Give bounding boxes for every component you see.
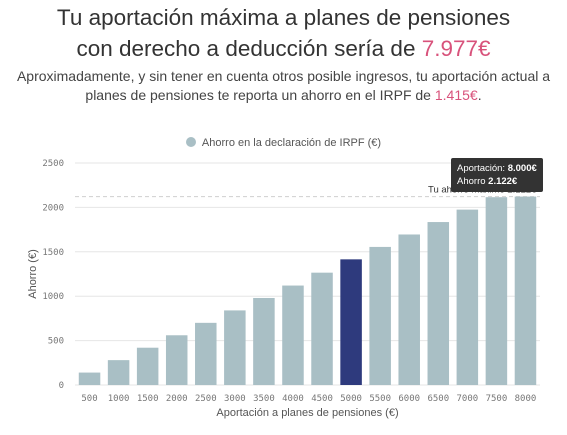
- x-tick-label: 4500: [311, 394, 333, 404]
- bar-6500: [427, 222, 450, 385]
- page-subtitle: Aproximadamente, y sin tener en cuenta o…: [10, 67, 557, 105]
- bar-8000: [514, 196, 537, 385]
- y-tick-label: 2000: [42, 203, 64, 213]
- x-tick-label: 7500: [486, 394, 508, 404]
- y-tick-label: 0: [59, 381, 64, 391]
- x-tick-label: 500: [81, 394, 97, 404]
- subtitle-line-1: Aproximadamente, y sin tener en cuenta o…: [16, 68, 551, 84]
- bar-5500: [369, 246, 391, 385]
- bar-1000: [107, 360, 130, 385]
- y-tick-label: 500: [48, 337, 64, 347]
- y-tick-label: 1500: [42, 248, 64, 258]
- x-tick-label: 4000: [282, 394, 304, 404]
- x-tick-label: 6000: [398, 394, 420, 404]
- y-axis-title: Ahorro (€): [27, 249, 39, 299]
- bar-7000: [456, 209, 479, 385]
- subtitle-line-2-text: planes de pensiones te reporta un ahorro…: [85, 87, 435, 103]
- bar-500: [78, 372, 101, 385]
- bar-1500: [136, 347, 159, 385]
- tooltip-line-1-value: 8.000€: [507, 163, 537, 174]
- x-axis-title: Aportación a planes de pensiones (€): [216, 407, 398, 419]
- page-title: Tu aportación máxima a planes de pension…: [0, 2, 567, 64]
- bar-4000: [282, 285, 304, 385]
- x-tick-label: 6500: [427, 394, 449, 404]
- chart-tooltip: Aportación: 8.000€ Ahorro 2.122€: [451, 158, 543, 192]
- bar-3500: [253, 297, 275, 385]
- x-tick-label: 1000: [108, 394, 130, 404]
- bar-2000: [165, 335, 188, 385]
- current-savings-amount: 1.415€: [434, 87, 478, 103]
- x-tick-label: 2000: [166, 394, 188, 404]
- bar-3000: [224, 310, 246, 385]
- max-contribution-amount: 7.977€: [421, 36, 491, 61]
- tooltip-line-1-label: Aportación:: [457, 163, 508, 174]
- x-tick-label: 7000: [457, 394, 479, 404]
- tooltip-line-2-label: Ahorro: [457, 176, 489, 187]
- legend-dot-icon: [185, 137, 196, 147]
- y-tick-label: 1000: [42, 292, 64, 302]
- bar-4500: [311, 272, 333, 385]
- bar-5000: [340, 259, 362, 385]
- tooltip-line-2-value: 2.122€: [488, 176, 518, 187]
- x-tick-label: 5500: [369, 394, 391, 404]
- subtitle-line-2: planes de pensiones te reporta un ahorro…: [10, 86, 557, 105]
- title-line-1: Tu aportación máxima a planes de pension…: [56, 5, 511, 30]
- bar-2500: [195, 322, 217, 385]
- tooltip-line-2: Ahorro 2.122€: [457, 175, 537, 188]
- x-tick-label: 3500: [253, 394, 275, 404]
- title-line-2-text: con derecho a deducción sería de: [76, 36, 422, 61]
- y-tick-label: 2500: [42, 159, 64, 169]
- x-tick-label: 5000: [340, 394, 362, 404]
- title-line-2: con derecho a deducción sería de 7.977€: [0, 33, 567, 64]
- x-tick-label: 1500: [137, 394, 159, 404]
- x-tick-label: 3000: [224, 394, 246, 404]
- legend-label: Ahorro en la declaración de IRPF (€): [201, 137, 382, 149]
- bar-7500: [485, 197, 508, 385]
- tooltip-line-1: Aportación: 8.000€: [457, 162, 537, 175]
- subtitle-end: .: [477, 87, 482, 103]
- chart-legend[interactable]: Ahorro en la declaración de IRPF (€): [0, 137, 567, 149]
- x-tick-label: 2500: [195, 394, 217, 404]
- bar-6000: [398, 234, 420, 385]
- x-tick-label: 8000: [515, 394, 537, 404]
